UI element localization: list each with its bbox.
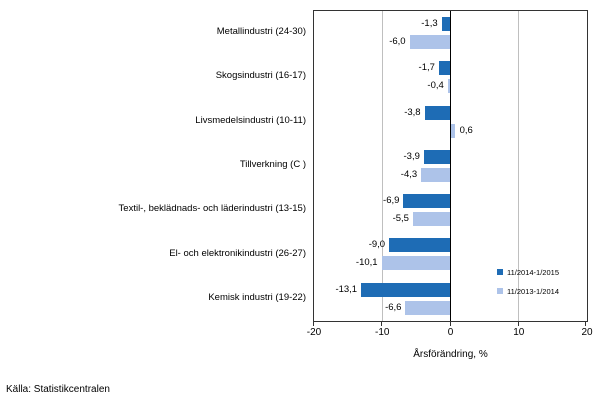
x-tick-label: -20 xyxy=(306,327,322,338)
bar-previous-period xyxy=(447,79,451,94)
legend-item: 11/2014-1/2015 xyxy=(497,266,559,278)
bar-value-label: -3,9 xyxy=(403,150,420,162)
category-label: Kemisk industri (19-22) xyxy=(208,291,306,303)
legend-swatch xyxy=(497,288,503,294)
legend-swatch xyxy=(497,269,503,275)
plot-area: -1,3 -1,7 -3,8 -3,9 -6,9 -9,0 -13,1 -6,0 -0,4 0,6… xyxy=(313,10,588,322)
category-axis: Metallindustri (24-30) Skogsindustri (16-… xyxy=(0,10,306,322)
bar-current-period xyxy=(361,282,451,297)
category-label: Textil-, beklädnads- och läderindustri (… xyxy=(118,203,306,215)
x-tick-label: -10 xyxy=(375,327,390,338)
bar-value-label: -1,3 xyxy=(421,18,438,29)
bar-value-label: 0,6 xyxy=(459,124,473,136)
bar-previous-period xyxy=(409,35,451,49)
category-label: Metallindustri (24-30) xyxy=(216,26,306,38)
bar-value-label: -5,5 xyxy=(392,213,409,225)
x-tick-mark xyxy=(585,322,586,326)
bar-previous-period xyxy=(381,256,451,271)
legend-label: 11/2013-1/2014 xyxy=(507,286,559,296)
gridline-vertical xyxy=(518,11,520,321)
source-note: Källa: Statistikcentralen xyxy=(6,384,110,395)
category-label: El- och elektronikindustri (26-27) xyxy=(169,247,306,259)
bar-value-label: -6,0 xyxy=(389,36,406,47)
x-axis: -20 -10 0 10 20 xyxy=(307,322,593,342)
bar-previous-period xyxy=(405,300,451,315)
legend-item: 11/2013-1/2014 xyxy=(497,285,559,297)
bar-value-label: -10,1 xyxy=(355,257,378,269)
bar-previous-period xyxy=(421,167,451,182)
x-tick-label: 0 xyxy=(447,327,454,338)
legend: 11/2014-1/2015 11/2013-1/2014 xyxy=(497,266,559,304)
bar-current-period xyxy=(403,194,451,209)
category-label: Livsmedelsindustri (10-11) xyxy=(195,114,306,126)
bar-previous-period xyxy=(412,212,451,227)
bar-value-label: -9,0 xyxy=(368,239,386,251)
category-label: Tillverkning (C ) xyxy=(239,159,306,170)
x-tick-label: 10 xyxy=(513,327,525,338)
bar-value-label: -6,6 xyxy=(385,301,402,313)
bar-value-label: -0,4 xyxy=(427,80,444,92)
bar-value-label: -3,8 xyxy=(404,106,421,118)
bar-value-label: -13,1 xyxy=(335,283,358,295)
bar-current-period xyxy=(389,238,451,253)
category-label: Skogsindustri (16-17) xyxy=(215,70,306,82)
gridline-vertical xyxy=(381,11,383,321)
bar-current-period xyxy=(424,105,451,120)
bar-value-label: -4,3 xyxy=(400,168,418,180)
x-tick-label: 20 xyxy=(581,327,593,338)
bar-value-label: -6,9 xyxy=(383,195,400,207)
zero-axis-line xyxy=(450,11,451,321)
x-tick-mark xyxy=(381,322,383,326)
x-tick-mark xyxy=(517,322,519,326)
x-tick-mark xyxy=(313,322,314,326)
bar-previous-period xyxy=(450,123,455,138)
bar-value-label: -1,7 xyxy=(418,62,435,74)
bar-current-period xyxy=(423,149,451,164)
bar-current-period xyxy=(438,61,451,76)
x-tick-mark xyxy=(449,322,451,326)
bar-current-period xyxy=(441,17,451,31)
legend-label: 11/2014-1/2015 xyxy=(507,267,559,277)
x-axis-title: Årsförändring, % xyxy=(413,349,488,360)
